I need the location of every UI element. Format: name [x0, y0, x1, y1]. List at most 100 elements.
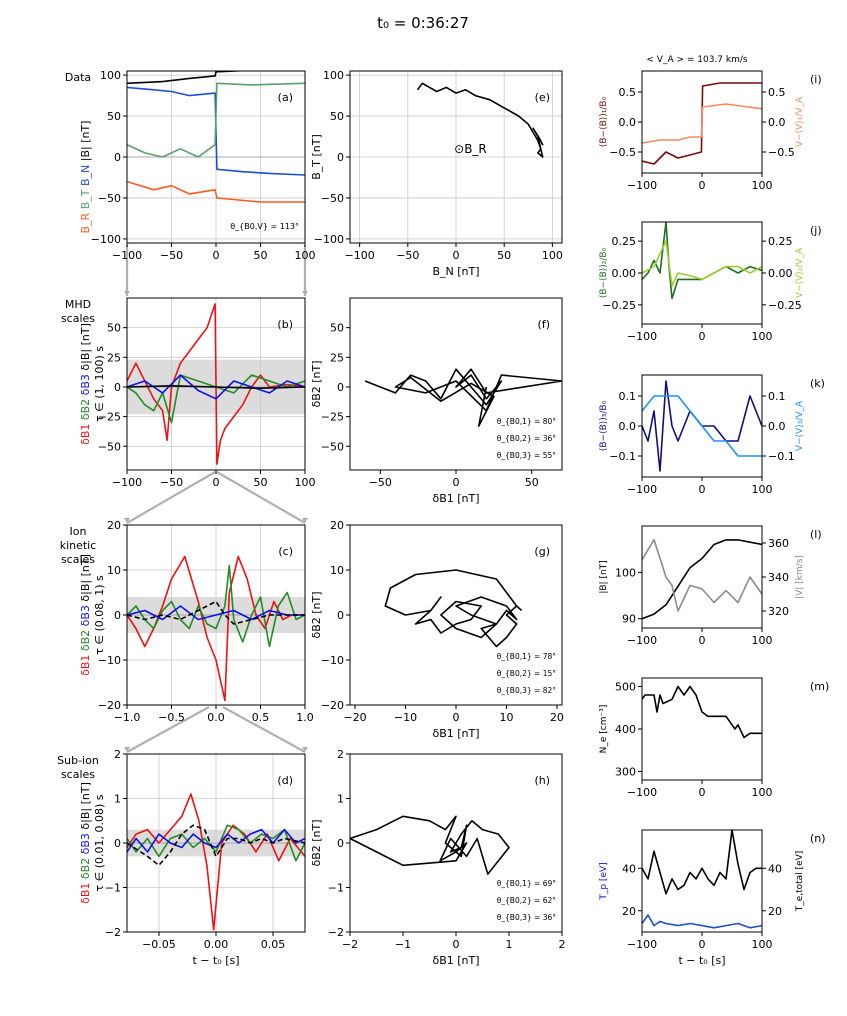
series-line-(B−⟨B⟩)₃/B₀	[642, 380, 762, 472]
y-tick-label-2: 0	[114, 381, 121, 394]
panel-j: −100 0 100 −0.25 0.00 0.25 −0.25 0.00 0.25 (j) (B−…	[599, 221, 822, 343]
zoom-arrowhead-bc-1	[302, 518, 308, 523]
x-tick-label-2: 100	[752, 634, 773, 647]
x-tick-label-1: −50	[160, 476, 183, 489]
x-tick-label-0: −100	[345, 249, 375, 262]
y-axis-label-part-0: δB1	[79, 420, 92, 445]
series-line-(B−⟨B⟩)₁/B₀	[642, 82, 762, 165]
series-line-V−⟨V⟩₂/V_A	[642, 240, 762, 287]
y-axis-label: B_T [nT]	[310, 134, 323, 180]
series-line-hodogram	[364, 368, 562, 427]
panel-label: (b)	[277, 318, 293, 331]
y-axis-label-left: |B| [nT]	[599, 560, 609, 593]
x-tick-label-0: −100	[627, 786, 657, 799]
series-group	[642, 830, 762, 929]
series-line-T_e,total	[642, 830, 762, 895]
series-group	[127, 303, 305, 465]
x-tick-label-1: −1	[395, 938, 411, 951]
x-tick-label-0: −0.05	[142, 938, 176, 951]
y-tick-label-0: 300	[615, 766, 636, 779]
x-tick-label-0: −50	[369, 476, 392, 489]
row-label-line-0: MHD	[65, 298, 91, 311]
panel-i: −100 0 100 −0.5 0.0 0.5 −0.5 0.0 0.5 (i) (B−⟨B⟩)₁/…	[599, 70, 822, 192]
angle-line-0: θ_{B0,1} = 69°	[497, 879, 557, 888]
panel-d: −0.05 0.00 0.05 −2 −1 0 1 2 (d) t − t₀ [s] δB1 δB2…	[57, 748, 306, 967]
y-tick-label-3: 25	[107, 351, 121, 364]
panel-c: −1.0 −0.5 0.0 0.5 1.0 −20 −10 0 10 20 (c) δB1 δB2 δ…	[60, 519, 314, 724]
panel-label: (l)	[810, 528, 822, 541]
y-axis-label-right: T_e,total [eV]	[795, 851, 805, 913]
series-line-hodogram	[416, 82, 544, 158]
y-tick-label-4: 2	[114, 748, 121, 761]
y-tick-label-1: −50	[98, 192, 121, 205]
x-tick-label-0: −100	[627, 483, 657, 496]
x-axis-label: t − t₀ [s]	[192, 954, 239, 967]
panel-e: −100 −50 0 50 100 −100 −50 0 50 100 (e) B_N [nT] B_T…	[310, 69, 563, 278]
x-tick-label-1: 0	[699, 330, 706, 343]
alfven-speed-note: < V_A > = 103.7 km/s	[646, 55, 748, 65]
panel-l: −100 0 100 90 100 320 340 360 (l) |B| [nT] |V| [km…	[599, 525, 822, 647]
y2-tick-label-2: 0.1	[768, 390, 786, 403]
row-label-line-2: scales	[61, 553, 95, 566]
x-tick-label-2: 0	[453, 249, 460, 262]
row-label-line-0: Sub-ion	[57, 754, 99, 767]
y-tick-label-2: 0	[114, 151, 121, 164]
series-line-δ|B|	[127, 384, 305, 390]
x-tick-label-1: 0	[699, 938, 706, 951]
panel-label: (d)	[277, 774, 293, 787]
y-tick-label-2: 0	[114, 609, 121, 622]
series-line-T_p	[642, 914, 762, 929]
panel-k: −100 0 100 −0.1 0.0 0.1 −0.1 0.0 0.1 (k) (B−⟨B⟩)₃/…	[599, 374, 825, 496]
y-tick-label-0: −0.5	[609, 146, 636, 159]
y-tick-label-2: 0.1	[619, 390, 637, 403]
zoom-arrowhead-bc-0	[124, 518, 130, 523]
y-tick-label-1: −25	[98, 411, 121, 424]
x-tick-label-0: −100	[112, 249, 142, 262]
y-axis-label: δB1 δB2 δB3 δ|B| [nT]	[79, 323, 92, 445]
x-tick-label-3: 50	[254, 476, 268, 489]
x-tick-label-2: 100	[752, 179, 773, 192]
y-axis-label-part-2: δB3	[79, 830, 92, 855]
x-axis-label: δB1 [nT]	[432, 492, 479, 505]
x-tick-label-3: 0.5	[252, 711, 270, 724]
x-axis-label: t − t₀ [s]	[678, 954, 725, 967]
panel-label: (f)	[538, 318, 550, 331]
y-tick-label-1: 0.0	[619, 116, 637, 129]
y-tick-label-3: 10	[330, 564, 344, 577]
y-axis-label-part-1: δB2	[79, 395, 92, 420]
y-tick-label-3: 25	[330, 351, 344, 364]
y-tick-label-4: 20	[330, 519, 344, 532]
y-tick-label-0: −0.25	[602, 299, 636, 312]
panel-label: (e)	[535, 91, 550, 104]
angle-line-2: θ_{B0,3} = 55°	[497, 451, 557, 460]
y-axis-label-part-3: δ|B| [nT]	[79, 323, 92, 370]
y-axis-label-tau: τ ∈ (0.01, 0.08) s	[93, 794, 106, 891]
series-group	[364, 368, 562, 427]
y-tick-label-3: 50	[330, 110, 344, 123]
zoom-arrowhead-ab-1	[302, 291, 308, 296]
y-axis-label: δB2 [nT]	[310, 591, 323, 638]
series-line-V−⟨V⟩₃/V_A	[642, 395, 762, 457]
y-tick-label-2: 0.5	[619, 86, 637, 99]
x-tick-label-0: −100	[627, 330, 657, 343]
y-tick-label-4: 100	[100, 69, 121, 82]
x-tick-label-1: 0	[699, 786, 706, 799]
y-tick-label-4: 50	[330, 322, 344, 335]
x-tick-label-2: 0	[213, 476, 220, 489]
series-line-δB2	[127, 824, 305, 862]
angle-line-0: θ_{B0,1} = 80°	[497, 417, 557, 426]
x-tick-label-2: 0	[453, 711, 460, 724]
series-group	[127, 71, 305, 203]
series-line-(B−⟨B⟩)₂/B₀	[642, 222, 762, 300]
y2-tick-label-0: 320	[768, 605, 789, 618]
series-group	[384, 569, 523, 648]
y-tick-label-1: 400	[615, 723, 636, 736]
y-tick-label-1: −50	[321, 192, 344, 205]
y-axis-label-part-2: δB3	[79, 602, 92, 627]
y2-tick-label-1: 0.00	[768, 267, 793, 280]
angle-line-2: θ_{B0,3} = 36°	[497, 913, 557, 922]
angle-annotation: θ_{B0,V} = 113°	[230, 222, 299, 231]
angle-line-1: θ_{B0,2} = 15°	[497, 669, 557, 678]
panel-label: (n)	[810, 832, 826, 845]
panel-label: (a)	[278, 91, 293, 104]
